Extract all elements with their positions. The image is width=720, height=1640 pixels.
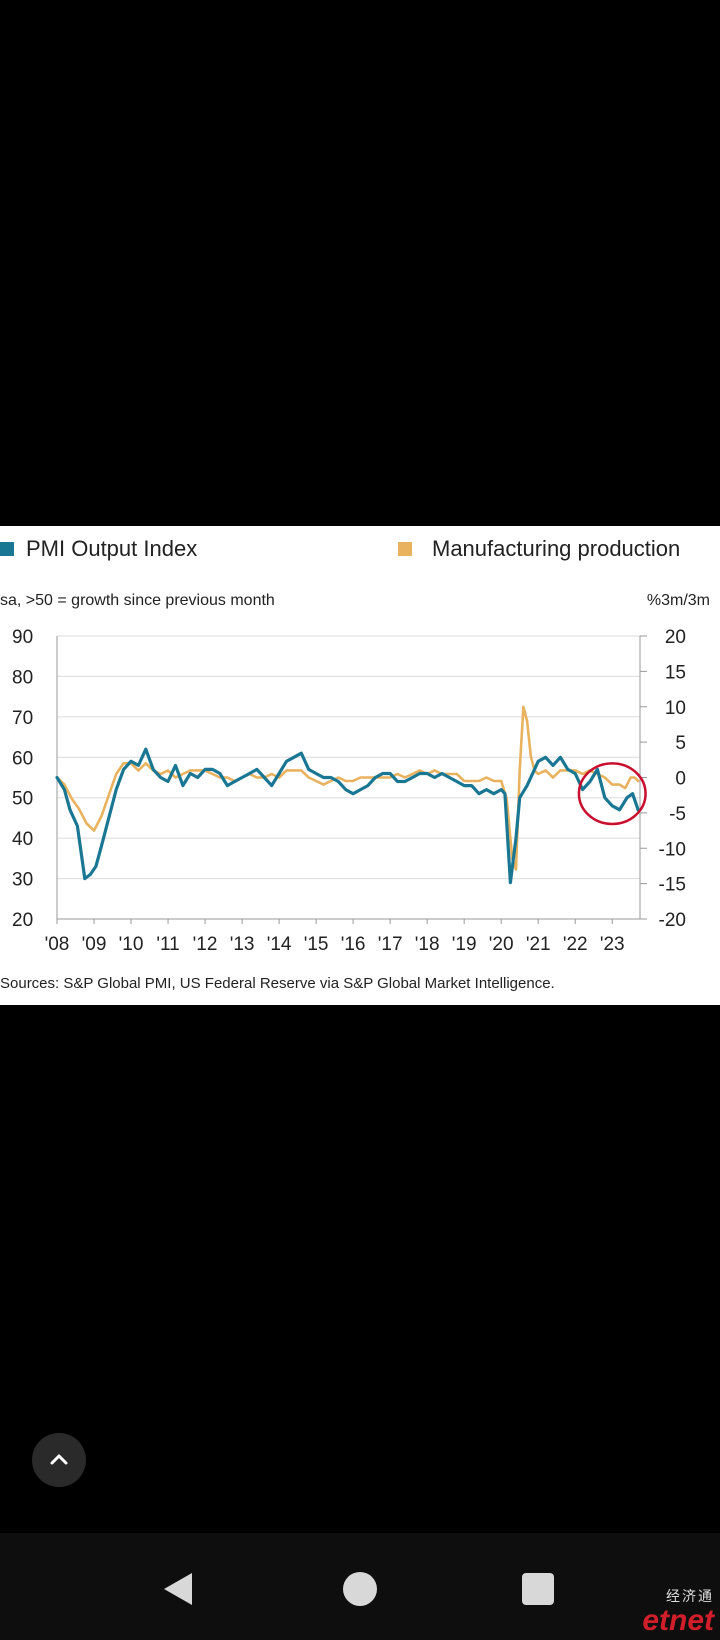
right-tick-label: 5 [675, 733, 686, 754]
left-tick-label: 20 [12, 910, 33, 931]
right-tick-label: -15 [659, 875, 686, 896]
highlight-circle [577, 762, 647, 826]
nav-recents-button[interactable] [518, 1569, 558, 1609]
left-tick-label: 80 [12, 667, 33, 688]
x-tick-label: '22 [563, 934, 588, 955]
chart-source: Sources: S&P Global PMI, US Federal Rese… [0, 975, 555, 992]
right-tick-label: 15 [665, 662, 686, 683]
left-tick-label: 30 [12, 870, 33, 891]
x-tick-label: '15 [304, 934, 329, 955]
x-tick-label: '14 [267, 934, 292, 955]
legend-label-mfg: Manufacturing production [432, 536, 681, 561]
x-tick-label: '16 [341, 934, 366, 955]
x-tick-label: '11 [156, 934, 179, 955]
x-tick-label: '23 [600, 934, 625, 955]
series-line-manufacturing [55, 705, 640, 871]
left-tick-label: 60 [12, 748, 33, 769]
series-line-pmi [55, 747, 640, 885]
left-tick-label: 40 [12, 829, 33, 850]
x-tick-label: '19 [452, 934, 477, 955]
etnet-watermark: 经济通 etnet [642, 1586, 714, 1636]
nav-back-button[interactable] [160, 1569, 200, 1609]
left-tick-label: 90 [12, 627, 33, 648]
legend-swatch-pmi [0, 542, 14, 556]
right-tick-label: -5 [669, 804, 686, 825]
line-chart: 20 30 40 50 60 70 80 90 -20 -15 -10 -5 0 5 10 15 20 '08 '0… [12, 627, 686, 955]
nav-home-button[interactable] [340, 1569, 380, 1609]
scroll-top-button[interactable] [32, 1433, 86, 1487]
triangle-back-icon [164, 1573, 192, 1605]
left-tick-label: 70 [12, 708, 33, 729]
x-tick-label: '17 [378, 934, 403, 955]
legend-label-pmi: PMI Output Index [26, 536, 198, 561]
legend-item-mfg: Manufacturing production [398, 536, 680, 562]
x-tick-label: '10 [119, 934, 144, 955]
right-tick-label: 10 [665, 698, 686, 719]
legend-item-pmi: PMI Output Index [0, 536, 197, 562]
watermark-top-text: 经济通 [666, 1588, 714, 1604]
right-tick-label: 0 [675, 769, 686, 790]
right-axis-unit: %3m/3m [646, 592, 710, 609]
x-tick-label: '18 [415, 934, 440, 955]
x-tick-label: '20 [489, 934, 514, 955]
chart-subtitle: sa, >50 = growth since previous month [0, 592, 275, 609]
right-tick-label: -20 [659, 910, 686, 931]
square-recents-icon [522, 1573, 554, 1605]
right-tick-label: -10 [659, 839, 686, 860]
chart-card: PMI Output Index Manufacturing productio… [0, 526, 720, 1005]
legend-swatch-mfg [398, 542, 412, 556]
x-tick-label: '12 [193, 934, 218, 955]
chevron-up-icon [50, 1454, 68, 1465]
circle-home-icon [343, 1572, 377, 1606]
watermark-logo-text: etnet [642, 1604, 714, 1637]
x-tick-label: '09 [82, 934, 107, 955]
left-tick-label: 50 [12, 789, 33, 810]
x-tick-label: '08 [45, 934, 70, 955]
system-nav-bar: 经济通 etnet [0, 1533, 720, 1640]
right-tick-label: 20 [665, 627, 686, 648]
x-tick-label: '13 [230, 934, 255, 955]
x-tick-label: '21 [526, 934, 551, 955]
